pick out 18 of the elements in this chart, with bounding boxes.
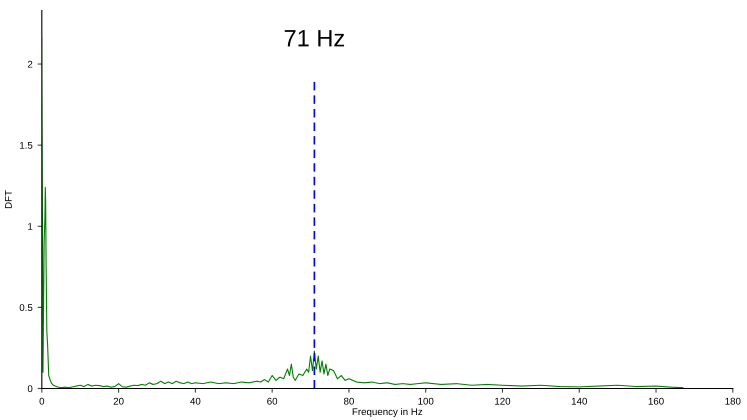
x-tick-label: 0 [40,398,44,405]
y-tick-label: 0.5 [20,304,32,312]
y-tick-label: 1.5 [20,142,32,149]
x-tick-label: 100 [418,398,434,405]
y-tick-label: 1 [28,223,32,230]
annotation: 71 Hz [284,30,344,46]
x-tick-label: 120 [495,398,510,405]
y-tick-label: 0 [28,385,32,392]
x-tick-label: 160 [648,398,664,405]
x-tick-label: 80 [344,398,354,405]
y-tick-label: 2 [28,60,32,68]
x-tick-label: 140 [572,398,587,405]
x-tick-label: 20 [114,398,124,405]
x-tick-label: 40 [190,398,200,405]
x-tick-label: 180 [725,398,741,405]
x-axis-title: Frequency in Hz [352,408,422,418]
y-axis-title: DFT [5,190,12,208]
x-tick-label: 60 [267,398,278,405]
